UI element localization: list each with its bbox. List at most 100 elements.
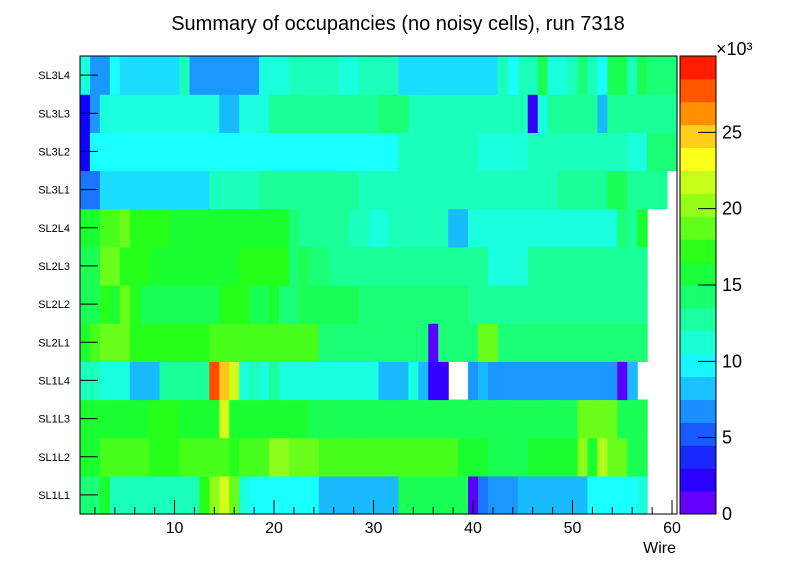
heatmap-cell xyxy=(358,170,370,210)
heatmap-cell xyxy=(448,94,459,133)
heatmap-cell xyxy=(617,94,628,133)
heatmap-cell xyxy=(458,285,469,324)
heatmap-cell xyxy=(288,246,300,286)
plot-frame xyxy=(79,55,678,515)
heatmap-cell xyxy=(279,323,290,362)
heatmap-cell xyxy=(298,285,310,324)
heatmap-cell xyxy=(259,132,270,172)
heatmap-cell xyxy=(328,361,340,401)
heatmap-cell xyxy=(159,132,171,172)
heatmap-cell xyxy=(169,399,181,439)
heatmap-cell xyxy=(249,285,260,324)
heatmap-cell xyxy=(497,285,509,324)
heatmap-cell xyxy=(667,56,678,95)
x-axis-title: Wire xyxy=(643,540,676,557)
heatmap-cell xyxy=(239,246,250,286)
chart-title: Summary of occupancies (no noisy cells),… xyxy=(171,13,625,35)
heatmap-cell xyxy=(507,323,519,362)
heatmap-cell xyxy=(388,361,399,401)
heatmap-cell xyxy=(239,437,250,477)
heatmap-cell xyxy=(557,361,569,401)
heatmap-cell xyxy=(318,132,330,172)
heatmap-cell xyxy=(537,475,549,515)
heatmap-cell xyxy=(199,56,210,95)
heatmap-cell xyxy=(149,323,161,362)
heatmap-cell xyxy=(368,285,380,324)
heatmap-cell xyxy=(139,475,151,515)
heatmap-cell xyxy=(169,361,181,401)
heatmap-cell xyxy=(378,399,390,439)
heatmap-cell xyxy=(517,323,529,362)
heatmap-cell xyxy=(478,285,489,324)
heatmap-cell xyxy=(458,170,469,210)
heatmap-cell xyxy=(129,132,141,172)
heatmap-cell xyxy=(288,285,300,324)
heatmap-cell xyxy=(398,285,409,324)
heatmap-cell xyxy=(647,56,658,95)
heatmap-cell xyxy=(109,323,121,362)
heatmap-cell xyxy=(338,132,350,172)
heatmap-cell xyxy=(468,399,479,439)
heatmap-cell xyxy=(587,475,598,515)
colorbar-band xyxy=(680,491,716,515)
heatmap-cell xyxy=(468,475,479,515)
x-tick-label: 20 xyxy=(265,520,283,537)
heatmap-cell xyxy=(338,361,350,401)
heatmap-cell xyxy=(318,94,330,133)
heatmap-cell xyxy=(109,437,121,477)
colorbar-band xyxy=(680,239,716,263)
heatmap-cell xyxy=(288,56,300,95)
heatmap-cell xyxy=(627,56,638,95)
heatmap-cell xyxy=(288,361,300,401)
heatmap-cell xyxy=(249,399,260,439)
heatmap-cell xyxy=(119,94,131,133)
heatmap-cell xyxy=(408,94,419,133)
heatmap-cell xyxy=(279,437,290,477)
heatmap-cell xyxy=(358,56,370,95)
heatmap-cell xyxy=(468,132,479,172)
heatmap-cell xyxy=(607,361,618,401)
heatmap-cell xyxy=(159,246,171,286)
heatmap-cell xyxy=(348,208,360,248)
x-tick-label: 60 xyxy=(663,520,681,537)
heatmap-cell xyxy=(597,208,608,248)
heatmap-cell xyxy=(189,56,200,95)
heatmap-cell xyxy=(597,132,608,172)
heatmap-cell xyxy=(627,399,638,439)
heatmap-cell xyxy=(179,208,191,248)
heatmap-cell xyxy=(338,170,350,210)
colorbar-tick-label: 5 xyxy=(722,428,732,448)
heatmap-cell xyxy=(418,208,429,248)
heatmap-cell xyxy=(577,94,589,133)
heatmap-cell xyxy=(249,246,260,286)
heatmap-cell xyxy=(418,94,429,133)
heatmap-cell xyxy=(478,437,489,477)
heatmap-cell xyxy=(219,361,230,401)
heatmap-cell xyxy=(229,361,240,401)
heatmap-cell xyxy=(497,94,509,133)
heatmap-cell xyxy=(577,475,589,515)
heatmap-cell xyxy=(348,399,360,439)
heatmap-cell xyxy=(318,323,330,362)
heatmap-cell xyxy=(577,132,589,172)
heatmap-cell xyxy=(368,132,380,172)
heatmap-cell xyxy=(448,475,459,515)
heatmap-cell xyxy=(428,246,439,286)
heatmap-cell xyxy=(219,246,230,286)
heatmap-cell xyxy=(408,399,419,439)
heatmap-cell xyxy=(597,170,608,210)
heatmap-cell xyxy=(378,475,390,515)
heatmap-cell xyxy=(139,56,151,95)
heatmap-cell xyxy=(229,246,240,286)
heatmap-cell xyxy=(408,170,419,210)
heatmap-cell xyxy=(408,56,419,95)
heatmap-cell xyxy=(567,399,579,439)
heatmap-cell xyxy=(527,170,539,210)
heatmap-cell xyxy=(398,437,409,477)
heatmap-cell xyxy=(428,399,439,439)
heatmap-cell xyxy=(239,132,250,172)
heatmap-cell xyxy=(657,94,668,133)
heatmap-cell xyxy=(199,94,210,133)
heatmap-cell xyxy=(418,399,429,439)
heatmap-cell xyxy=(497,132,509,172)
